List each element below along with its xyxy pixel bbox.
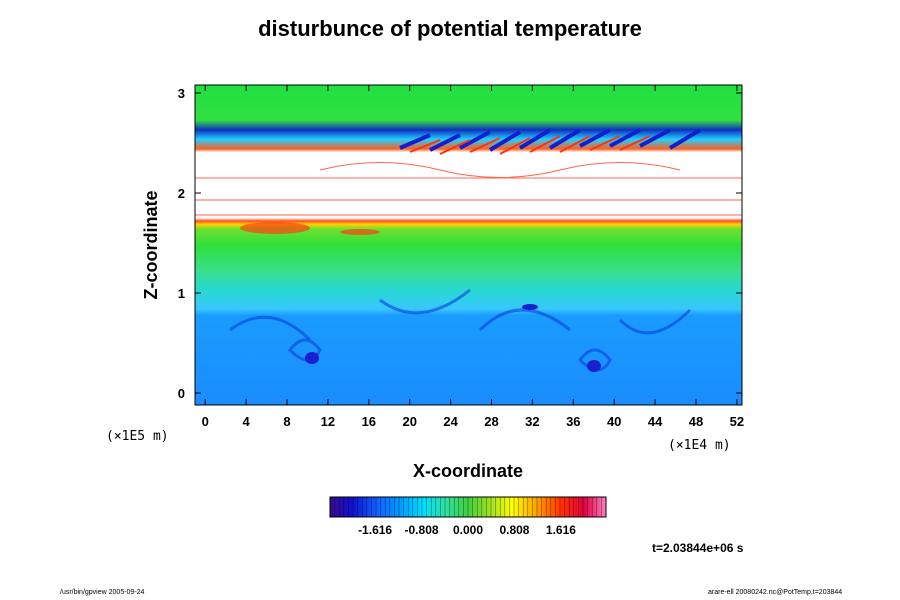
colorbar-ticks: -1.616 -0.808 0.000 0.808 1.616	[358, 523, 576, 537]
warm-streak	[240, 222, 380, 235]
wave-stripes	[399, 128, 702, 155]
x-unit-label: (×1E4 m)	[668, 438, 731, 453]
y-axis: 0 1 2 3	[178, 86, 742, 401]
y-tick-label: 2	[178, 186, 185, 201]
x-tick-label: 12	[321, 414, 335, 429]
field-background	[195, 85, 742, 405]
x-tick-label: 32	[525, 414, 539, 429]
chart-title: disturbunce of potential temperature	[258, 16, 642, 41]
x-tick-label: 52	[730, 414, 744, 429]
y-tick-label: 1	[178, 286, 185, 301]
colorbar-tick-label: -1.616	[358, 523, 392, 537]
x-tick-label: 36	[566, 414, 580, 429]
x-axis: 0 4 8 12 16 20 24 28 32 36 40 44 48 52	[202, 85, 744, 429]
time-label: t=2.03844e+06 s	[652, 541, 744, 555]
colorbar-frame	[329, 496, 607, 518]
x-tick-label: 0	[202, 414, 209, 429]
x-tick-label: 40	[607, 414, 621, 429]
colorbar-divisions	[334, 497, 602, 517]
y-tick-label: 0	[178, 386, 185, 401]
x-tick-label: 24	[443, 414, 458, 429]
heatmap-field	[195, 85, 742, 405]
footer-right: arare-ell 20080242.nc@PotTemp,t=203844	[708, 589, 843, 596]
y-tick-label: 3	[178, 86, 185, 101]
x-tick-label: 4	[243, 414, 251, 429]
x-tick-label: 28	[484, 414, 498, 429]
footer-left: /usr/bin/gpview 2005-09-24	[60, 589, 145, 596]
colorbar-tick-label: 1.616	[546, 523, 576, 537]
colorbar-tick-label: 0.000	[453, 523, 483, 537]
x-tick-label: 44	[648, 414, 663, 429]
x-axis-label: X-coordinate	[413, 461, 523, 481]
x-tick-label: 48	[689, 414, 703, 429]
eddy-cores	[305, 304, 601, 372]
x-tick-label: 16	[362, 414, 376, 429]
y-unit-label: (×1E5 m)	[106, 429, 169, 444]
x-tick-label: 20	[402, 414, 416, 429]
colorbar-tick-label: 0.808	[499, 523, 529, 537]
y-axis-label: Z-coordinate	[141, 190, 161, 299]
eddies	[229, 288, 692, 372]
colorbar-tick-label: -0.808	[405, 523, 439, 537]
x-tick-label: 8	[283, 414, 290, 429]
white-band-lines	[195, 162, 742, 216]
plot-frame	[194, 84, 743, 406]
